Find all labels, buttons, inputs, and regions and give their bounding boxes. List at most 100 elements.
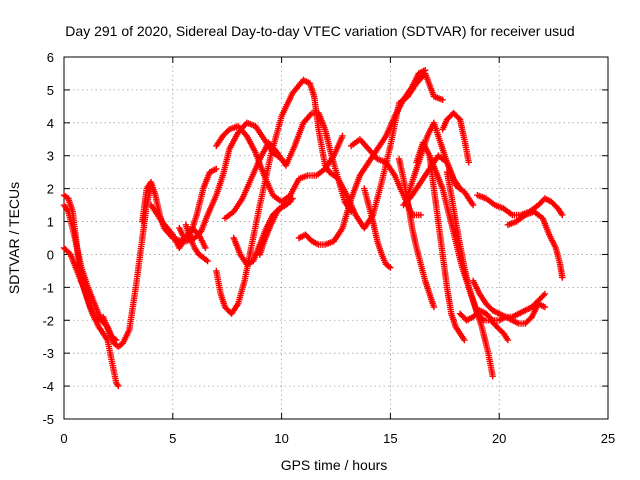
segment-markers	[60, 192, 71, 201]
segment-markers	[243, 132, 258, 154]
segment-markers	[330, 226, 345, 245]
segment-markers	[548, 198, 560, 211]
segment-markers	[308, 238, 321, 247]
segment-markers	[176, 224, 189, 243]
segment-markers	[478, 323, 491, 355]
segment-markers	[480, 317, 492, 324]
segment-markers	[132, 236, 146, 291]
segment-markers	[356, 160, 371, 179]
segment-markers	[315, 241, 327, 248]
segment-markers	[435, 218, 446, 256]
y-tick-label: 5	[47, 83, 54, 98]
segment-markers	[522, 304, 534, 314]
segment-markers	[228, 302, 241, 317]
segment-markers	[158, 218, 175, 237]
end-marker	[504, 336, 512, 344]
segment-markers	[195, 251, 205, 260]
end-marker	[213, 165, 220, 173]
segment-markers	[463, 314, 475, 324]
end-marker	[559, 211, 566, 219]
x-tick-label: 25	[601, 431, 615, 446]
segment-markers	[60, 201, 71, 214]
segment-markers	[269, 192, 284, 204]
segment-markers	[84, 284, 97, 306]
y-tick-label: -3	[42, 346, 54, 361]
segment-markers	[278, 91, 295, 120]
segment-markers	[97, 317, 110, 329]
segment-markers	[509, 311, 521, 321]
segment-markers	[391, 172, 406, 197]
segment-markers	[67, 251, 80, 273]
segment-markers	[541, 195, 553, 205]
segment-markers	[86, 303, 99, 322]
segment-markers	[289, 78, 306, 97]
segment-markers	[213, 134, 225, 150]
segment-markers	[282, 144, 297, 169]
end-marker	[204, 257, 211, 265]
segment-markers	[489, 307, 501, 317]
segment-markers	[554, 205, 565, 217]
y-tick-label: -4	[42, 379, 54, 394]
segment-markers	[409, 180, 423, 199]
segment-markers	[378, 251, 389, 266]
segment-markers	[252, 122, 267, 141]
segment-markers	[95, 323, 110, 342]
segment-markers	[104, 323, 115, 338]
segment-markers	[493, 323, 506, 336]
segment-markers	[452, 218, 463, 246]
segment-markers	[287, 177, 302, 199]
end-marker	[417, 211, 425, 219]
segment-markers	[476, 307, 488, 317]
y-tick-label: 4	[47, 116, 54, 131]
segment-markers	[482, 300, 495, 313]
series-track-22	[439, 109, 472, 166]
segment-markers	[443, 284, 455, 315]
x-tick-label: 15	[383, 431, 397, 446]
plot-frame	[63, 56, 609, 420]
segment-markers	[219, 127, 232, 140]
segment-markers	[308, 109, 320, 117]
segment-markers	[213, 174, 226, 199]
grid	[64, 57, 608, 419]
segment-markers	[280, 199, 292, 209]
segment-markers	[193, 187, 206, 219]
y-tick-label: 3	[47, 149, 54, 164]
end-marker	[559, 274, 566, 281]
segment-markers	[300, 76, 312, 86]
end-marker	[430, 303, 438, 311]
x-tick-label: 0	[60, 431, 67, 446]
series-track-7	[182, 221, 211, 265]
segment-markers	[515, 320, 527, 327]
segment-markers	[313, 167, 327, 179]
segment-markers	[302, 231, 314, 244]
segment-markers	[426, 152, 437, 190]
segment-markers	[274, 203, 286, 215]
segment-markers	[461, 188, 476, 207]
segment-markers	[374, 134, 389, 153]
segment-markers	[267, 210, 280, 228]
segment-markers	[197, 213, 211, 235]
segment-markers	[419, 139, 432, 157]
segment-markers	[213, 267, 224, 296]
chart-title: Day 291 of 2020, Sidereal Day-to-day VTE…	[65, 23, 574, 39]
segment-markers	[326, 169, 340, 181]
segment-markers	[456, 116, 468, 141]
segment-markers	[515, 308, 527, 317]
end-marker	[541, 303, 549, 311]
segment-markers	[437, 139, 450, 164]
end-marker	[461, 336, 468, 344]
segment-markers	[528, 298, 541, 311]
end-marker	[339, 132, 346, 140]
segment-markers	[230, 234, 243, 256]
segment-markers	[126, 286, 139, 334]
segment-markers	[502, 313, 514, 321]
segment-markers	[230, 197, 245, 215]
segment-markers	[219, 148, 233, 179]
series-track-3	[60, 201, 120, 344]
segment-markers	[485, 350, 496, 378]
series-track-28	[504, 208, 566, 281]
segment-markers	[446, 211, 459, 243]
segment-markers	[113, 379, 121, 388]
series-track-9	[213, 122, 346, 205]
segment-markers	[206, 166, 218, 176]
